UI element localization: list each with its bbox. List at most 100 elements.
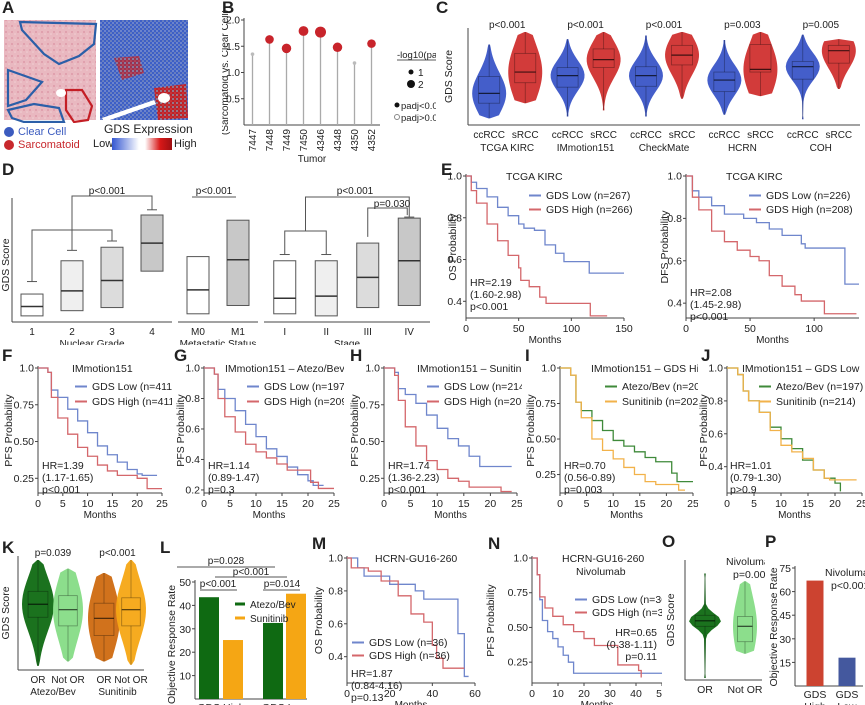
km-curve-0 bbox=[466, 175, 624, 274]
x-tick-label: sRCC bbox=[747, 130, 774, 141]
stats-text: p=0.3 bbox=[208, 484, 235, 496]
y-tick-label: 1.0 bbox=[541, 363, 556, 375]
y-tick-label: 0.25 bbox=[508, 657, 529, 669]
lollipop-point bbox=[352, 61, 357, 65]
violin-srcc-box bbox=[592, 48, 615, 69]
x-tick-label: 60 bbox=[469, 688, 481, 700]
y-axis-label: PFS Probability bbox=[698, 394, 710, 467]
x-tick-label: 4346 bbox=[316, 129, 327, 152]
box bbox=[273, 260, 297, 315]
x-tick-label: 0 bbox=[201, 498, 207, 510]
x-tick-label: High bbox=[804, 701, 826, 705]
x-tick-label: 25 bbox=[687, 498, 698, 510]
panel-label-h: H bbox=[350, 346, 363, 365]
y-tick-label: 1.0 bbox=[365, 363, 380, 375]
x-tick-label: OR bbox=[31, 675, 46, 686]
sarcomatoid-dot-icon bbox=[4, 140, 14, 151]
y-tick-label: 1.5 bbox=[226, 42, 240, 53]
stats-text: p<0.001 bbox=[470, 301, 508, 313]
x-tick-label: GDS bbox=[836, 689, 859, 701]
chart-title: IMmotion151 – GDS High bbox=[591, 363, 698, 375]
chart-title: HCRN-GU16-260 bbox=[562, 553, 644, 565]
y-tick-label: 0.8 bbox=[708, 395, 723, 407]
x-tick-label: OR bbox=[697, 684, 713, 696]
stats-text: (0.38-1.11) bbox=[606, 639, 657, 651]
x-tick-label: 10 bbox=[431, 498, 443, 510]
x-axis-label: Months bbox=[529, 335, 562, 343]
y-axis-label: (Sarcomatoid vs. Clear Cell) bbox=[222, 10, 231, 135]
chart-m-km: 0.4 0.6 0.8 1.0 0 20 40 60 Months OS Probability H… bbox=[313, 553, 481, 705]
stats-text: p<0.001 bbox=[388, 484, 426, 496]
y-tick-label: 45 bbox=[779, 610, 791, 622]
y-tick-label: 0.6 bbox=[447, 254, 462, 266]
x-axis-label: Months bbox=[253, 510, 286, 521]
bar-1 bbox=[838, 657, 856, 686]
panel-label-c: C bbox=[436, 0, 449, 17]
x-tick-label: Not OR bbox=[727, 684, 762, 696]
x-tick-label: 0 bbox=[683, 323, 689, 335]
group-label: Atezo/Bev bbox=[30, 687, 76, 698]
chart-subtitle: Nivolumab bbox=[576, 566, 626, 578]
section-label: Nuclear Grade bbox=[59, 339, 124, 345]
chart-e-os: 0.4 0.6 0.8 1.0 0 50 100 150 Months OS Probabilit… bbox=[447, 171, 633, 344]
legend-label-1: GDS High (n=202) bbox=[444, 396, 522, 408]
y-tick-label: 0.25 bbox=[14, 473, 35, 485]
x-axis-label: Months bbox=[756, 335, 789, 343]
stats-text: p=0.13 bbox=[351, 692, 384, 704]
km-curve-0 bbox=[204, 367, 324, 487]
y-tick-label: 0.5 bbox=[226, 94, 240, 105]
x-tick-label: 0 bbox=[344, 688, 350, 700]
panel-label-e: E bbox=[441, 160, 453, 179]
bar-atezo-bev bbox=[199, 597, 219, 699]
y-axis-label: Objective Response Rate bbox=[166, 585, 178, 704]
legend-size-1-dot bbox=[408, 69, 414, 75]
x-tick-label: 7448 bbox=[265, 129, 276, 152]
x-tick-label: 5 bbox=[408, 498, 414, 510]
color-scale-bar bbox=[112, 138, 172, 150]
bracket-stage-1-2 bbox=[284, 230, 327, 255]
chart-j-km: 0.4 0.6 0.8 1.0 0 5 10 15 20 25 Months PFS Probabil… bbox=[698, 363, 865, 522]
x-tick-label: 0 bbox=[35, 498, 41, 510]
x-tick-label: 20 bbox=[485, 498, 497, 510]
legend-title: -log10(padj) bbox=[397, 50, 436, 61]
panel-label-n: N bbox=[488, 534, 501, 553]
x-axis-label: Months bbox=[434, 510, 467, 521]
stats-text: (0.79-1.30) bbox=[730, 472, 781, 484]
chart-e-dfs: 0.4 0.6 0.8 1.0 0 50 100 Months DFS Probability T… bbox=[659, 171, 859, 343]
km-curve-1 bbox=[532, 557, 642, 678]
x-tick-label: 7450 bbox=[299, 129, 310, 152]
x-tick-label: ccRCC bbox=[473, 130, 505, 141]
violin-not-or-box bbox=[58, 595, 78, 627]
y-tick-label: 1.0 bbox=[708, 363, 723, 375]
violin-ccrcc-box bbox=[791, 60, 814, 80]
violin-ccrcc-box bbox=[635, 66, 657, 87]
x-tick-label: 150 bbox=[615, 323, 633, 335]
violin-srcc bbox=[586, 32, 621, 111]
p-value: p=0.014 bbox=[264, 579, 301, 590]
y-tick-label: 0.4 bbox=[667, 298, 682, 310]
scale-low-label: Low bbox=[93, 138, 114, 150]
x-axis-label: Months bbox=[778, 510, 811, 521]
x-tick-label: 0 bbox=[529, 688, 535, 700]
stats-text: (1.17-1.65) bbox=[42, 472, 93, 484]
legend-label: Sunitinib bbox=[250, 614, 289, 625]
y-axis-label: GDS Score bbox=[665, 593, 677, 646]
km-curve-0 bbox=[38, 367, 158, 477]
section-label: Stage bbox=[334, 339, 361, 345]
y-axis-label: GDS Score bbox=[0, 238, 12, 291]
x-tick-label: Not OR bbox=[51, 675, 84, 686]
lollipop-point bbox=[315, 26, 326, 38]
y-tick-label: 0.75 bbox=[360, 399, 381, 411]
y-tick-label: 0.50 bbox=[536, 434, 557, 446]
he-stain-image bbox=[4, 20, 98, 124]
x-tick-label: 20 bbox=[829, 498, 841, 510]
x-tick-label: 50 bbox=[656, 688, 662, 700]
y-tick-label: 1.0 bbox=[226, 68, 240, 79]
panel-label-j: J bbox=[701, 346, 711, 365]
tissue-images bbox=[4, 20, 188, 124]
x-tick-label: 5 bbox=[751, 498, 757, 510]
x-tick-label: GDS bbox=[804, 689, 827, 701]
y-tick-label: 0.50 bbox=[14, 436, 35, 448]
legend-label-0: GDS Low (n=226) bbox=[766, 190, 850, 202]
box bbox=[397, 217, 421, 306]
